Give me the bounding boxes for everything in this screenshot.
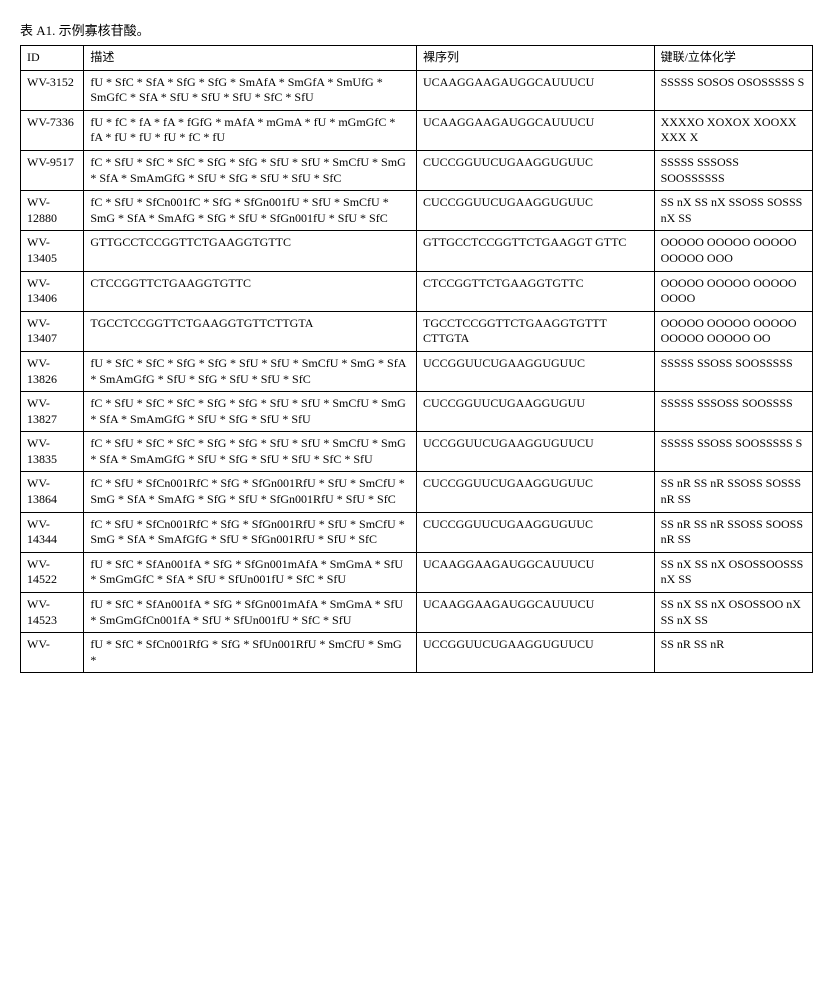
cell-desc: TGCCTCCGGTTCTGAAGGTGTTCTTGTA: [84, 311, 417, 351]
table-row: WV-12880fC * SfU * SfCn001fC * SfG * SfG…: [21, 191, 813, 231]
cell-seq: UCAAGGAAGAUGGCAUUUCU: [416, 593, 654, 633]
cell-id: WV-13826: [21, 351, 84, 391]
cell-key: OOOOO OOOOO OOOOO OOOOO OOO: [654, 231, 812, 271]
table-row: WV-14523fU * SfC * SfAn001fA * SfG * SfG…: [21, 593, 813, 633]
cell-seq: GTTGCCTCCGGTTCTGAAGGT GTTC: [416, 231, 654, 271]
cell-key: SS nR SS nR: [654, 633, 812, 673]
table-row: WV-14522fU * SfC * SfAn001fA * SfG * SfG…: [21, 552, 813, 592]
cell-id: WV-: [21, 633, 84, 673]
col-id: ID: [21, 46, 84, 71]
table-row: WV-9517fC * SfU * SfC * SfC * SfG * SfG …: [21, 150, 813, 190]
table-row: WV-7336fU * fC * fA * fA * fGfG * mAfA *…: [21, 110, 813, 150]
cell-desc: fC * SfU * SfC * SfC * SfG * SfG * SfU *…: [84, 392, 417, 432]
cell-seq: CUCCGGUUCUGAAGGUGUUC: [416, 191, 654, 231]
cell-seq: CUCCGGUUCUGAAGGUGUU: [416, 392, 654, 432]
cell-seq: CUCCGGUUCUGAAGGUGUUC: [416, 512, 654, 552]
oligonucleotide-table: ID 描述 裸序列 键联/立体化学 WV-3152fU * SfC * SfA …: [20, 45, 813, 673]
cell-key: SS nR SS nR SSOSS SOOSS nR SS: [654, 512, 812, 552]
cell-seq: TGCCTCCGGTTCTGAAGGTGTTT CTTGTA: [416, 311, 654, 351]
cell-id: WV-12880: [21, 191, 84, 231]
cell-key: SSSSS SSSOSS SOOSSSSSS: [654, 150, 812, 190]
cell-key: SS nX SS nX OSOSSOOSSS nX SS: [654, 552, 812, 592]
cell-seq: UCCGGUUCUGAAGGUGUUCU: [416, 633, 654, 673]
table-row: WV-13826fU * SfC * SfC * SfG * SfG * SfU…: [21, 351, 813, 391]
table-title: 表 A1. 示例寡核苷酸。: [20, 20, 813, 39]
cell-desc: fU * fC * fA * fA * fGfG * mAfA * mGmA *…: [84, 110, 417, 150]
cell-seq: CUCCGGUUCUGAAGGUGUUC: [416, 472, 654, 512]
cell-key: SSSSS SOSOS OSOSSSSS S: [654, 70, 812, 110]
cell-key: SSSSS SSOSS SOOSSSSS: [654, 351, 812, 391]
table-row: WV-fU * SfC * SfCn001RfG * SfG * SfUn001…: [21, 633, 813, 673]
cell-seq: UCAAGGAAGAUGGCAUUUCU: [416, 70, 654, 110]
cell-seq: UCCGGUUCUGAAGGUGUUC: [416, 351, 654, 391]
cell-id: WV-13827: [21, 392, 84, 432]
cell-id: WV-13407: [21, 311, 84, 351]
cell-desc: fU * SfC * SfA * SfG * SfG * SmAfA * SmG…: [84, 70, 417, 110]
cell-key: SSSSS SSSOSS SOOSSSS: [654, 392, 812, 432]
table-row: WV-14344fC * SfU * SfCn001RfC * SfG * Sf…: [21, 512, 813, 552]
cell-desc: fC * SfU * SfCn001RfC * SfG * SfGn001RfU…: [84, 512, 417, 552]
cell-seq: CUCCGGUUCUGAAGGUGUUC: [416, 150, 654, 190]
cell-seq: UCAAGGAAGAUGGCAUUUCU: [416, 110, 654, 150]
cell-key: OOOOO OOOOO OOOOO OOOO: [654, 271, 812, 311]
table-row: WV-13835fC * SfU * SfC * SfC * SfG * SfG…: [21, 432, 813, 472]
cell-id: WV-13405: [21, 231, 84, 271]
cell-seq: UCCGGUUCUGAAGGUGUUCU: [416, 432, 654, 472]
col-seq: 裸序列: [416, 46, 654, 71]
cell-key: XXXXO XOXOX XOOXX XXX X: [654, 110, 812, 150]
cell-seq: CTCCGGTTCTGAAGGTGTTC: [416, 271, 654, 311]
cell-id: WV-14522: [21, 552, 84, 592]
table-row: WV-13405GTTGCCTCCGGTTCTGAAGGTGTTCGTTGCCT…: [21, 231, 813, 271]
cell-id: WV-14344: [21, 512, 84, 552]
col-key: 键联/立体化学: [654, 46, 812, 71]
cell-key: SSSSS SSOSS SOOSSSSS S: [654, 432, 812, 472]
cell-id: WV-3152: [21, 70, 84, 110]
cell-key: SS nX SS nX OSOSSOO nX SS nX SS: [654, 593, 812, 633]
cell-desc: fC * SfU * SfCn001fC * SfG * SfGn001fU *…: [84, 191, 417, 231]
cell-desc: fU * SfC * SfC * SfG * SfG * SfU * SfU *…: [84, 351, 417, 391]
cell-desc: fU * SfC * SfAn001fA * SfG * SfGn001mAfA…: [84, 552, 417, 592]
table-row: WV-3152fU * SfC * SfA * SfG * SfG * SmAf…: [21, 70, 813, 110]
cell-desc: CTCCGGTTCTGAAGGTGTTC: [84, 271, 417, 311]
col-desc: 描述: [84, 46, 417, 71]
cell-key: SS nX SS nX SSOSS SOSSS nX SS: [654, 191, 812, 231]
cell-seq: UCAAGGAAGAUGGCAUUUCU: [416, 552, 654, 592]
cell-id: WV-13864: [21, 472, 84, 512]
cell-desc: fU * SfC * SfAn001fA * SfG * SfGn001mAfA…: [84, 593, 417, 633]
cell-id: WV-9517: [21, 150, 84, 190]
cell-id: WV-13406: [21, 271, 84, 311]
table-row: WV-13407TGCCTCCGGTTCTGAAGGTGTTCTTGTATGCC…: [21, 311, 813, 351]
cell-desc: fC * SfU * SfCn001RfC * SfG * SfGn001RfU…: [84, 472, 417, 512]
table-row: WV-13406CTCCGGTTCTGAAGGTGTTCCTCCGGTTCTGA…: [21, 271, 813, 311]
cell-id: WV-14523: [21, 593, 84, 633]
cell-desc: fC * SfU * SfC * SfC * SfG * SfG * SfU *…: [84, 150, 417, 190]
cell-desc: fU * SfC * SfCn001RfG * SfG * SfUn001RfU…: [84, 633, 417, 673]
cell-id: WV-7336: [21, 110, 84, 150]
table-row: WV-13864fC * SfU * SfCn001RfC * SfG * Sf…: [21, 472, 813, 512]
cell-desc: GTTGCCTCCGGTTCTGAAGGTGTTC: [84, 231, 417, 271]
table-row: WV-13827fC * SfU * SfC * SfC * SfG * SfG…: [21, 392, 813, 432]
cell-key: SS nR SS nR SSOSS SOSSS nR SS: [654, 472, 812, 512]
header-row: ID 描述 裸序列 键联/立体化学: [21, 46, 813, 71]
cell-desc: fC * SfU * SfC * SfC * SfG * SfG * SfU *…: [84, 432, 417, 472]
cell-key: OOOOO OOOOO OOOOO OOOOO OOOOO OO: [654, 311, 812, 351]
cell-id: WV-13835: [21, 432, 84, 472]
